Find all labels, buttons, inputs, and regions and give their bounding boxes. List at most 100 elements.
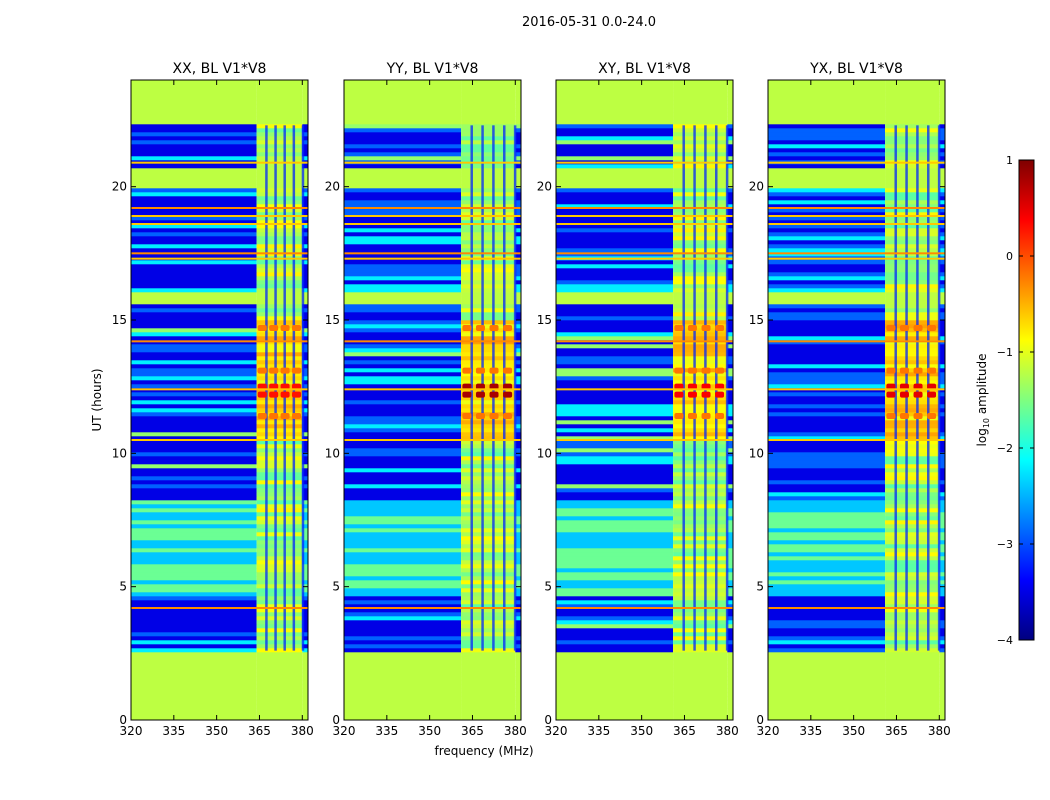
heatmap-cell [131, 660, 257, 665]
heatmap-cell [885, 240, 940, 245]
heatmap-cell [768, 512, 886, 517]
heatmap-cell [939, 432, 945, 437]
heatmap-cell [256, 224, 303, 229]
heatmap-cell [885, 464, 940, 469]
heatmap-cell [302, 552, 308, 557]
heatmap-cell [556, 372, 674, 377]
heatmap-cell [344, 88, 462, 93]
heatmap-cell [885, 620, 940, 625]
heatmap-cell [556, 544, 674, 549]
heatmap-cell [727, 684, 733, 689]
heatmap-cell [461, 316, 516, 321]
heatmap-cell [344, 656, 462, 661]
heatmap-cell [556, 420, 674, 425]
heatmap-cell [885, 208, 940, 213]
heatmap-cell [673, 376, 728, 381]
heatmap-cell [768, 356, 886, 361]
heatmap-cell [302, 504, 308, 509]
heatmap-cell [939, 300, 945, 305]
heatmap-cell [556, 556, 674, 561]
heatmap-cell [344, 512, 462, 517]
heatmap-cell [256, 464, 303, 469]
heatmap-cell [939, 560, 945, 565]
heatmap-cell [461, 536, 516, 541]
heatmap-cell [556, 548, 674, 553]
heatmap-cell [939, 540, 945, 545]
heatmap-cell [302, 304, 308, 309]
heatmap-cell [939, 612, 945, 617]
heatmap-cell [768, 604, 886, 609]
heatmap-cell [515, 152, 521, 157]
heatmap-cell [461, 684, 516, 689]
heatmap-cell [461, 328, 516, 333]
heatmap-cell [302, 180, 308, 185]
heatmap-cell [939, 464, 945, 469]
heatmap-cell [461, 356, 516, 361]
heatmap-cell [256, 432, 303, 437]
heatmap-cell [939, 172, 945, 177]
heatmap-cell [344, 616, 462, 621]
heatmap-cell [556, 692, 674, 697]
heatmap-cell [885, 352, 940, 357]
heatmap-cell [256, 240, 303, 245]
heatmap-cell [256, 112, 303, 117]
heatmap-cell [515, 448, 521, 453]
heatmap-cell [515, 552, 521, 557]
heatmap-cell [515, 692, 521, 697]
heatmap-cell [727, 344, 733, 349]
heatmap-cell [727, 288, 733, 293]
heatmap-cell [885, 312, 940, 317]
heatmap-cell [939, 400, 945, 405]
rfi-line [768, 223, 945, 225]
heatmap-cell [556, 348, 674, 353]
heatmap-cell [131, 460, 257, 465]
heatmap-cell [727, 628, 733, 633]
heatmap-cell [256, 220, 303, 225]
heatmap-cell [344, 448, 462, 453]
heatmap-cell [302, 604, 308, 609]
heatmap-cell [727, 244, 733, 249]
heatmap-cell [344, 680, 462, 685]
heatmap-cell [673, 180, 728, 185]
heatmap-cell [768, 648, 886, 653]
heatmap-cell [131, 612, 257, 617]
heatmap-cell [727, 140, 733, 145]
heatmap-cell [302, 424, 308, 429]
heatmap-cell [556, 80, 674, 85]
heatmap-cell [768, 652, 886, 657]
burst-blob [687, 325, 697, 331]
heatmap-cell [256, 428, 303, 433]
heatmap-cell [673, 156, 728, 161]
heatmap-cell [256, 588, 303, 593]
heatmap-cell [256, 272, 303, 277]
heatmap-cell [556, 224, 674, 229]
heatmap-cell [885, 220, 940, 225]
panel-3-frame [767, 79, 946, 721]
heatmap-cell [515, 468, 521, 473]
heatmap-cell [302, 328, 308, 333]
heatmap-cell [673, 248, 728, 253]
heatmap-cell [461, 140, 516, 145]
heatmap-cell [461, 604, 516, 609]
heatmap-cell [885, 124, 940, 129]
heatmap-cell [131, 712, 257, 717]
y-axis-label: UT (hours) [90, 368, 104, 431]
heatmap-cell [673, 692, 728, 697]
rfi-line [131, 257, 308, 260]
heatmap-cell [939, 424, 945, 429]
heatmap-cell [673, 116, 728, 121]
heatmap-cell [556, 460, 674, 465]
heatmap-cell [461, 244, 516, 249]
heatmap-cell [885, 680, 940, 685]
heatmap-cell [461, 276, 516, 281]
heatmap-cell [461, 612, 516, 617]
heatmap-cell [461, 616, 516, 621]
heatmap-cell [768, 584, 886, 589]
x-tick-label: 320 [333, 724, 356, 738]
heatmap-cell [768, 564, 886, 569]
heatmap-cell [515, 276, 521, 281]
heatmap-cell [302, 132, 308, 137]
heatmap-cell [727, 188, 733, 193]
rfi-line [344, 340, 521, 343]
